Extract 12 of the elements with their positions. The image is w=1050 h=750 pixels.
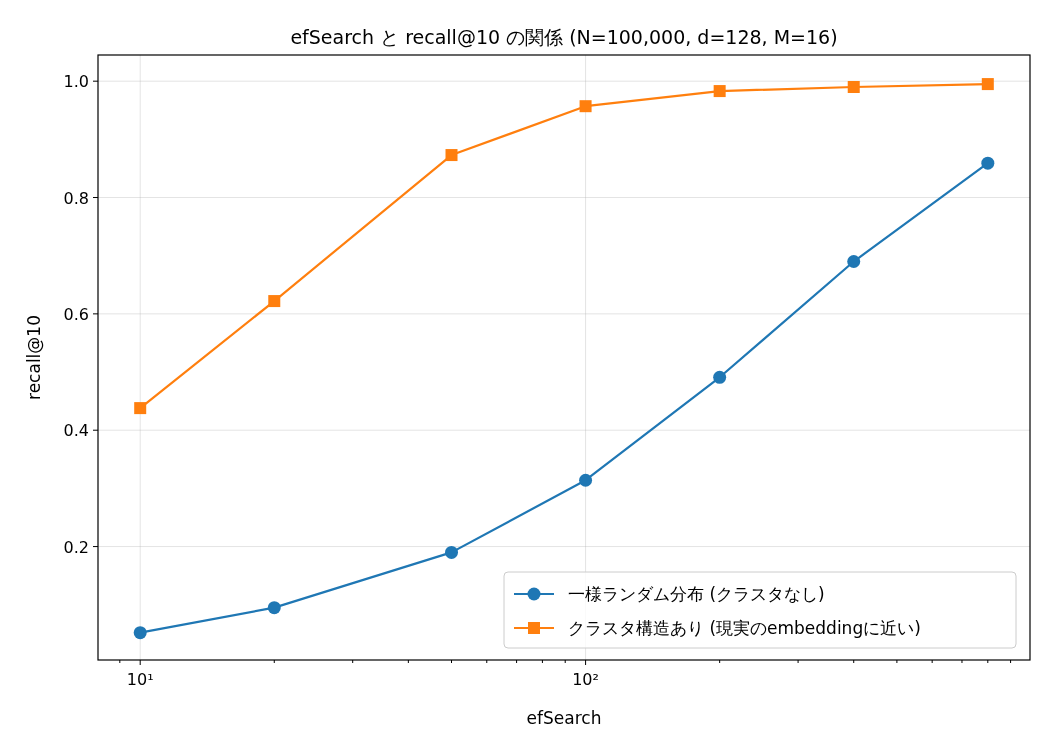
legend-label: 一様ランダム分布 (クラスタなし) xyxy=(568,584,825,604)
x-tick-label: 10² xyxy=(572,670,599,689)
y-tick-label: 0.4 xyxy=(63,421,89,441)
chart-title: efSearch と recall@10 の関係 (N=100,000, d=128, M=16) xyxy=(290,26,838,48)
y-tick-label: 0.8 xyxy=(63,188,89,208)
legend-label: クラスタ構造あり (現実のembeddingに近い) xyxy=(568,618,921,638)
y-axis-title: recall@10 xyxy=(24,315,44,400)
y-tick-label: 0.6 xyxy=(63,304,89,324)
x-tick-label: 10¹ xyxy=(126,670,154,689)
y-tick-label: 1.0 xyxy=(63,72,89,92)
y-tick-label: 0.2 xyxy=(63,537,89,557)
x-axis-title: efSearch xyxy=(526,708,602,728)
